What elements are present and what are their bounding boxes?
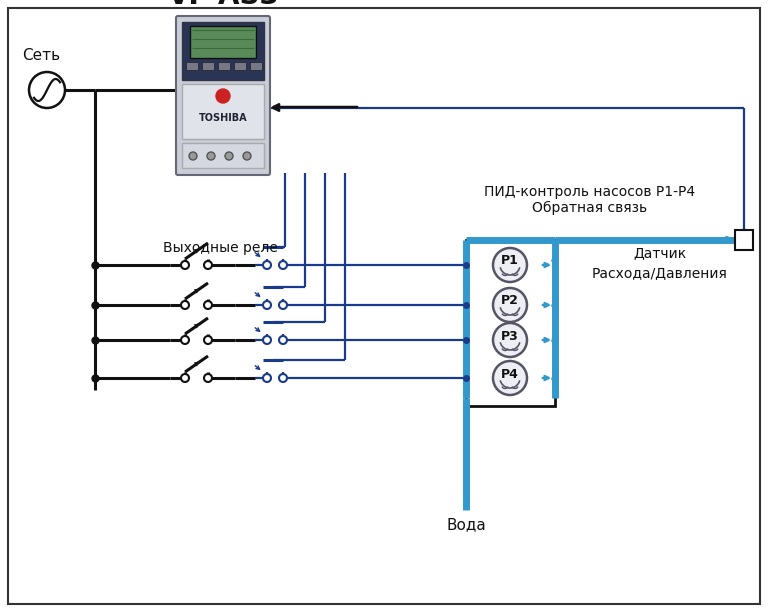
Circle shape: [181, 336, 189, 344]
Circle shape: [225, 152, 233, 160]
Text: Вода: Вода: [446, 518, 486, 532]
Circle shape: [279, 301, 287, 309]
Text: P1: P1: [501, 255, 519, 267]
Text: Обратная связь: Обратная связь: [532, 201, 647, 215]
Text: Выходные реле: Выходные реле: [163, 241, 277, 255]
Circle shape: [207, 152, 215, 160]
Text: TOSHIBA: TOSHIBA: [199, 113, 247, 123]
Circle shape: [263, 336, 271, 344]
Text: P4: P4: [501, 367, 519, 381]
Circle shape: [216, 89, 230, 103]
Circle shape: [493, 288, 527, 322]
Circle shape: [493, 323, 527, 357]
Circle shape: [204, 336, 212, 344]
FancyBboxPatch shape: [176, 16, 270, 175]
Circle shape: [204, 261, 212, 269]
Circle shape: [243, 152, 251, 160]
Circle shape: [189, 152, 197, 160]
Circle shape: [204, 301, 212, 309]
Bar: [186, 62, 198, 70]
Text: ПИД-контроль насосов Р1-Р4: ПИД-контроль насосов Р1-Р4: [485, 185, 696, 199]
Circle shape: [493, 361, 527, 395]
Text: P3: P3: [502, 329, 519, 343]
Circle shape: [204, 374, 212, 382]
Circle shape: [263, 261, 271, 269]
Bar: [202, 62, 214, 70]
Bar: [250, 62, 262, 70]
Bar: [218, 62, 230, 70]
Text: P2: P2: [501, 294, 519, 307]
Circle shape: [181, 301, 189, 309]
Circle shape: [29, 72, 65, 108]
Circle shape: [181, 374, 189, 382]
Circle shape: [263, 374, 271, 382]
Bar: [182, 22, 264, 80]
Circle shape: [181, 261, 189, 269]
Circle shape: [279, 336, 287, 344]
Circle shape: [493, 248, 527, 282]
Text: VF-AS3: VF-AS3: [168, 0, 280, 10]
Bar: [735, 230, 753, 250]
Text: Сеть: Сеть: [22, 48, 60, 62]
Bar: [466, 240, 555, 406]
Bar: [182, 84, 264, 139]
Text: Датчик
Расхода/Давления: Датчик Расхода/Давления: [592, 246, 728, 280]
Bar: [190, 26, 256, 58]
Circle shape: [279, 374, 287, 382]
Circle shape: [263, 301, 271, 309]
Circle shape: [279, 261, 287, 269]
Bar: [182, 143, 264, 168]
Bar: [234, 62, 246, 70]
